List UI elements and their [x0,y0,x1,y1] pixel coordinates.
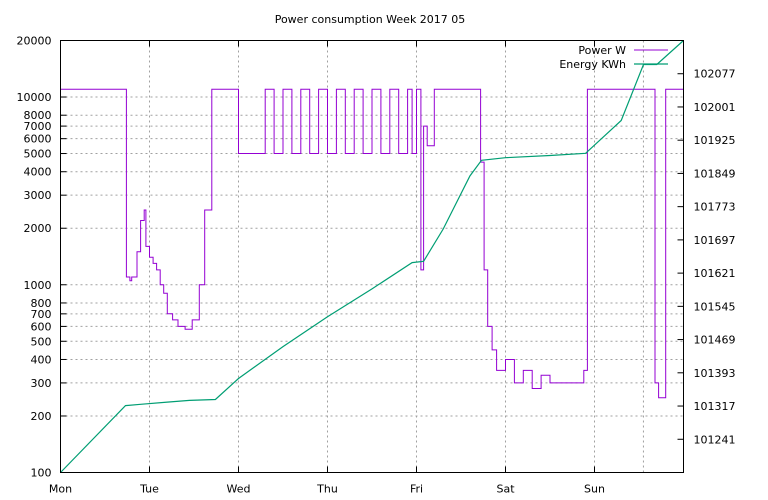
y-left-tick-label: 300 [31,377,52,390]
y-right-tick-label: 102077 [694,68,736,81]
y-left-tick-label: 10000 [17,91,52,104]
y-right-tick-label: 101241 [694,433,736,446]
legend-label-power: Power W [578,44,626,57]
y-right-tick-label: 101849 [694,167,736,180]
chart-title: Power consumption Week 2017 05 [275,13,466,26]
series-energy-line [60,40,684,473]
series-layer [60,40,684,473]
y-left-tick-label: 4000 [24,166,52,179]
y-right-tick-label: 101317 [694,400,736,413]
y-left-tick-label: 200 [31,410,52,423]
y-left-tick-label: 3000 [24,189,52,202]
y-left-tick-label: 1000 [24,279,52,292]
y-left-tick-label: 6000 [24,133,52,146]
x-tick-label: Thu [316,483,338,496]
x-tick-label: Wed [227,483,251,496]
x-tick-label: Fri [410,483,423,496]
y-right-tick-label: 101545 [694,300,736,313]
x-tick-label: Tue [139,483,159,496]
y-right-tick-label: 101925 [694,134,736,147]
y-right-tick-label: 102001 [694,101,736,114]
y-left-tick-label: 20000 [17,35,52,48]
y-left-tick-label: 400 [31,353,52,366]
y-right-tick-label: 101393 [694,367,736,380]
y-left-tick-label: 5000 [24,148,52,161]
x-axis: Mon Tue Wed Thu Fri Sat Sun [49,40,605,496]
legend: Power W Energy KWh [559,44,668,71]
y-left-tick-label: 8000 [24,109,52,122]
legend-label-energy: Energy KWh [559,58,626,71]
y-left-tick-label: 800 [31,297,52,310]
series-power-line [60,88,684,399]
y-left-tick-label: 600 [31,320,52,333]
y-left-tick-label: 7000 [24,120,52,133]
plot-frame [60,40,684,473]
x-tick-label: Sat [496,483,515,496]
y-left-tick-label: 2000 [24,222,52,235]
x-tick-label: Mon [49,483,72,496]
y-left-tick-label: 500 [31,335,52,348]
y-right-tick-label: 101621 [694,267,736,280]
x-tick-label: Sun [584,483,605,496]
y-right-tick-label: 101697 [694,234,736,247]
right-y-axis: 101241 101317 101393 101469 101545 101621 1016… [677,68,736,446]
y-right-tick-label: 101773 [694,201,736,214]
y-left-tick-label: 700 [31,308,52,321]
y-right-tick-label: 101469 [694,334,736,347]
y-left-tick-label: 100 [31,467,52,480]
